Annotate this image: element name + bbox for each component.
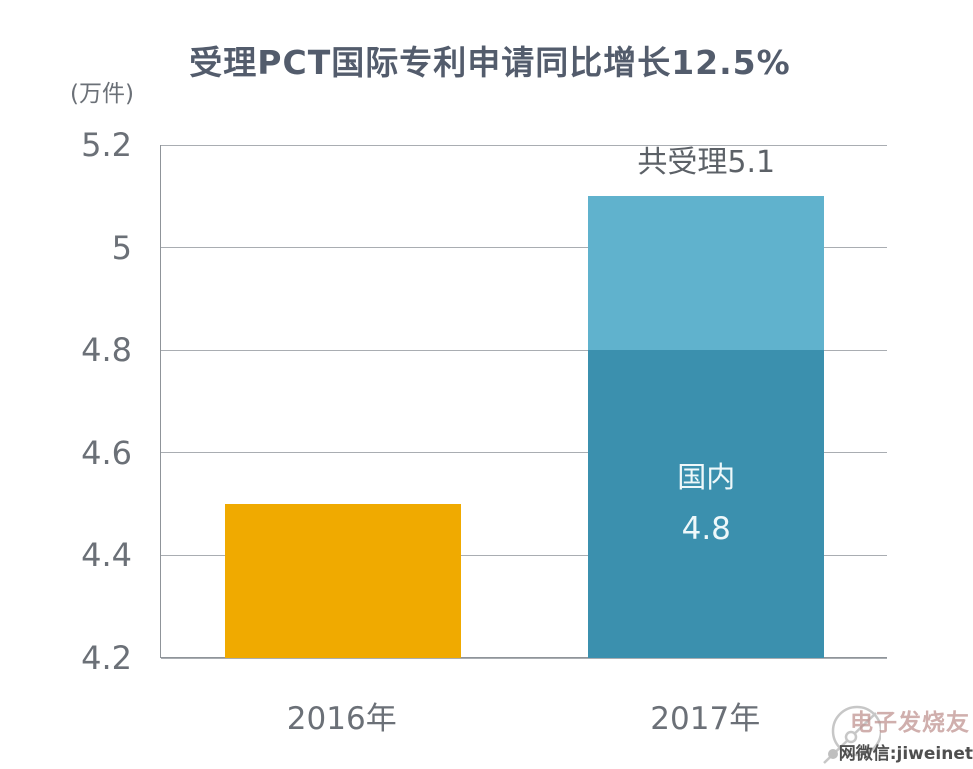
x-tick-label: 2017年 bbox=[650, 701, 761, 737]
bar-segment bbox=[588, 196, 825, 351]
gridline bbox=[161, 247, 887, 249]
gridline bbox=[161, 452, 887, 454]
x-axis: 2016年 2017年 bbox=[160, 665, 887, 737]
plot-area: 国内 4.8 共受理5.1 bbox=[160, 144, 887, 659]
gridline bbox=[161, 144, 887, 146]
y-axis: 5.2 5 4.8 4.6 4.4 4.2 bbox=[0, 126, 140, 677]
bar-segment-value-label: 4.8 bbox=[681, 511, 731, 548]
gridline bbox=[161, 349, 887, 351]
y-tick-label: 4.2 bbox=[81, 639, 132, 677]
y-tick-label: 4.8 bbox=[81, 331, 132, 370]
bar-segment-name-label: 国内 bbox=[677, 460, 736, 495]
gridline bbox=[161, 554, 887, 556]
y-tick-label: 5 bbox=[111, 228, 132, 267]
bar-total-label: 共受理5.1 bbox=[637, 145, 776, 181]
brand-watermark-text: 电子发烧友 bbox=[850, 710, 970, 736]
y-tick-label: 4.6 bbox=[81, 433, 132, 472]
wechat-watermark-text: 网微信:jiweinet bbox=[838, 744, 973, 764]
y-tick-label: 5.2 bbox=[81, 126, 132, 164]
chart-title: 受理PCT国际专利申请同比增长12.5% bbox=[189, 43, 791, 82]
watermark: 电子发烧友 网微信:jiweinet bbox=[821, 691, 973, 767]
y-tick-label: 4.4 bbox=[81, 536, 132, 575]
bar-segment: 国内 4.8 bbox=[588, 350, 825, 658]
gridline bbox=[161, 657, 887, 659]
x-tick-label: 2016年 bbox=[286, 701, 397, 737]
bar-segment bbox=[224, 504, 461, 658]
y-axis-unit-label: (万件) bbox=[70, 81, 134, 107]
brand-logo-icon bbox=[823, 705, 881, 764]
